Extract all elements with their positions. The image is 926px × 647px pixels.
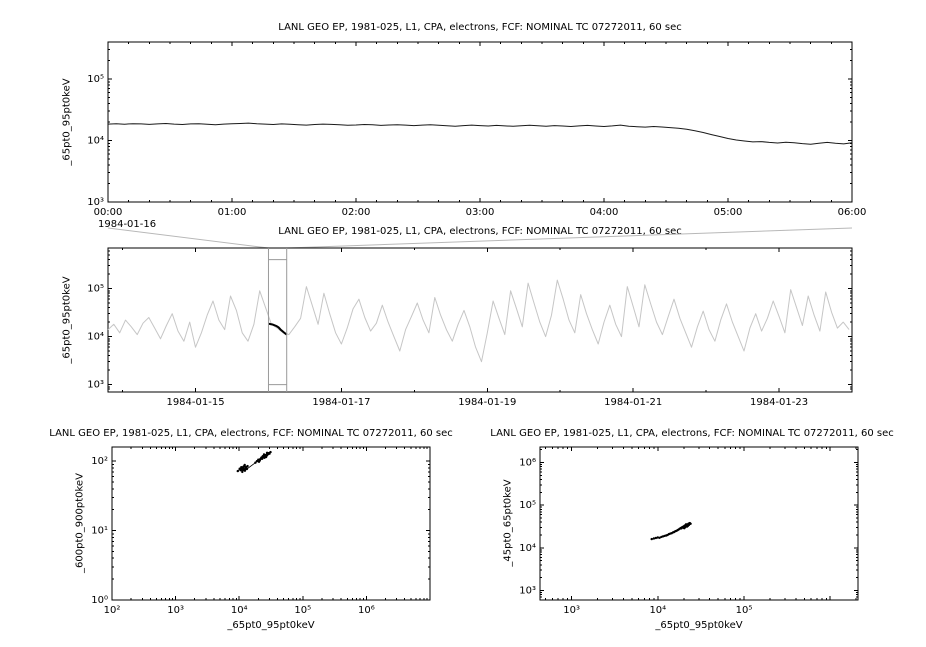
panel-context-overview[interactable]: 10⁵ 10⁴ 10³ 1984-01-15 1984-01-17 1984-01-19 1… [87,247,853,408]
y-tick-label: 10³ [87,197,104,208]
y-tick-label: 10⁴ [87,332,104,343]
y-tick-label: 10³ [87,380,104,391]
x-tick-label: 1984-01-15 [166,397,224,408]
x-tick-label: 01:00 [218,207,247,218]
scatter-point [257,460,261,463]
xaxis-label-scatter-right: _65pt0_95pt0keV [655,620,743,631]
y-tick-label: 10⁵ [87,74,104,85]
x-tick-label: 10⁴ [231,605,248,616]
scatter-point [242,465,245,468]
selection-box[interactable] [267,248,288,392]
scatter-point [259,457,262,461]
scatter-point [658,536,661,539]
y-tick-label: 10⁵ [519,500,536,511]
scatter-point [241,470,244,474]
xaxis-label-scatter-left: _65pt0_95pt0keV [227,620,315,631]
context-date-label: 1984-01-16 [98,219,157,230]
scatter-point [654,536,658,540]
y-tick-label: 10³ [519,586,536,597]
scatter-point [239,469,242,472]
scatter-point [240,467,243,470]
scatter-point [689,522,692,525]
x-tick-label: 10⁴ [649,605,666,616]
panel-title-scatter-left: LANL GEO EP, 1981-025, L1, CPA, electron… [49,428,453,439]
scatter-point [684,523,688,526]
x-tick-label: 00:00 [94,207,123,218]
scatter-point [680,527,683,530]
overview-connectors [107,227,853,249]
scatter-point [263,454,267,457]
panel-title-scatter-right: LANL GEO EP, 1981-025, L1, CPA, electron… [490,428,894,439]
scatter-point [260,456,263,459]
scatter-point [243,469,247,472]
series-line-context-overview [107,279,850,363]
x-tick-label: 10⁵ [736,605,753,616]
x-tick-label: 1984-01-21 [604,397,662,408]
highlight-interval-line [268,322,288,336]
x-tick-label: 1984-01-23 [750,397,808,408]
x-tick-label: 1984-01-19 [458,397,516,408]
x-tick-label: 10⁶ [358,605,375,616]
scatter-point [264,455,268,459]
y-tick-label: 10⁰ [91,595,108,606]
series-line-timeseries-zoom [107,122,853,145]
x-tick-label: 10³ [167,605,184,616]
scatter-point [246,464,249,468]
y-tick-label: 10¹ [91,526,108,537]
y-tick-label: 10⁶ [519,457,536,468]
panel-scatter-right[interactable]: 10⁶ 10⁵ 10⁴ 10³ 10³ 10⁴ 10⁵ [519,446,859,616]
scatter-point [686,524,689,528]
scatter-point [650,537,653,541]
scatter-point [269,450,272,454]
scatter-point [265,451,269,454]
x-tick-label: 03:00 [466,207,495,218]
x-tick-label: 05:00 [714,207,743,218]
scatter-point [652,537,656,540]
scatter-point [245,467,249,471]
x-tick-label: 10² [104,605,121,616]
x-tick-label: 1984-01-17 [312,397,370,408]
x-tick-label: 04:00 [590,207,619,218]
y-tick-label: 10² [91,456,108,467]
y-tick-label: 10⁵ [87,284,104,295]
scatter-point [254,461,257,464]
panel-title-context: LANL GEO EP, 1981-025, L1, CPA, electron… [278,226,682,237]
x-tick-label: 10⁵ [294,605,311,616]
scatter-point [683,527,686,530]
y-tick-label: 10⁴ [87,136,104,147]
scatter-point [243,463,246,467]
x-tick-label: 06:00 [838,207,867,218]
x-tick-label: 10³ [563,605,580,616]
scatter-point [656,536,659,539]
scatter-point [255,460,259,463]
y-tick-label: 10⁴ [519,543,536,554]
panel-title-timeseries: LANL GEO EP, 1981-025, L1, CPA, electron… [278,22,682,33]
x-tick-label: 02:00 [342,207,371,218]
scatter-point [236,469,239,473]
